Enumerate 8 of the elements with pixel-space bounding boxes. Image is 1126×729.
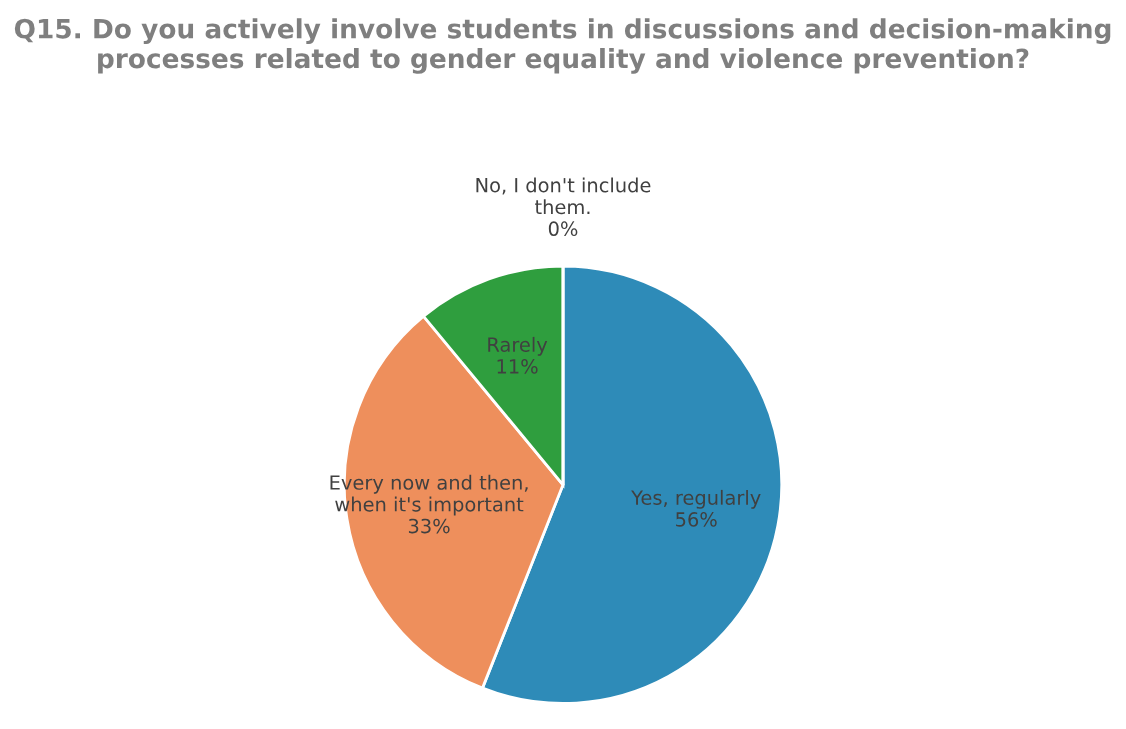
chart-title: Q15. Do you actively involve students in discussions and decision-making processes related to gender equality and violence prevention?: [14, 18, 1111, 74]
slice-label: Yes, regularly: [631, 489, 761, 509]
slice-label: Rarely: [488, 336, 548, 356]
text: 0%: [548, 221, 578, 237]
data-label: 33%: [408, 518, 450, 534]
category-label: No, I don't include them.: [476, 177, 651, 215]
data-label: 56%: [676, 512, 717, 527]
data-label: 11%: [497, 359, 538, 374]
